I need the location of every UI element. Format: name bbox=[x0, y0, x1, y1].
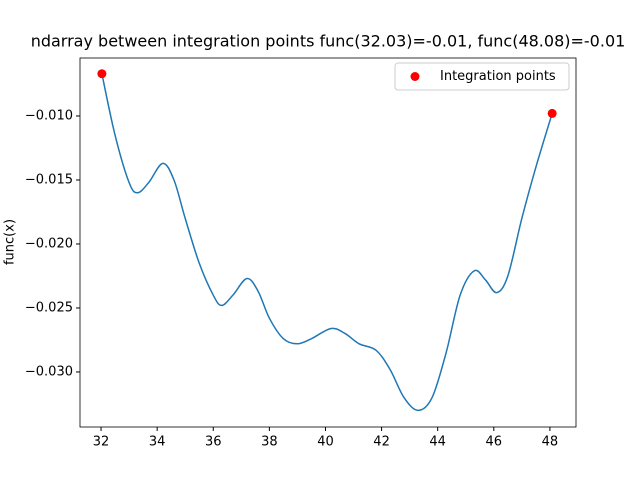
x-tick-label: 44 bbox=[429, 435, 446, 450]
y-tick-label: −0.030 bbox=[25, 364, 73, 379]
x-tick-label: 38 bbox=[261, 435, 278, 450]
line bbox=[101, 73, 553, 412]
scatter-point bbox=[547, 108, 557, 118]
scatter-point bbox=[97, 69, 107, 79]
x-tick-label: 32 bbox=[93, 435, 110, 450]
y-tick-label: −0.025 bbox=[25, 300, 73, 315]
x-tick-label: 42 bbox=[373, 435, 390, 450]
chart-title: ndarray between integration points func(… bbox=[31, 32, 626, 51]
x-tick-label: 36 bbox=[205, 435, 222, 450]
y-axis-label: func(x) bbox=[3, 219, 18, 265]
plot-frame bbox=[79, 57, 577, 428]
y-tick-label: −0.010 bbox=[25, 108, 73, 123]
y-tick-label: −0.015 bbox=[25, 172, 73, 187]
x-tick-label: 46 bbox=[486, 435, 503, 450]
y-tick-label: −0.020 bbox=[25, 236, 73, 251]
x-tick-label: 34 bbox=[149, 435, 166, 450]
legend-box bbox=[394, 62, 570, 91]
x-tick-label: 48 bbox=[542, 435, 559, 450]
x-tick-label: 40 bbox=[317, 435, 334, 450]
legend-marker bbox=[410, 72, 420, 81]
legend-label: Integration points bbox=[440, 69, 556, 84]
